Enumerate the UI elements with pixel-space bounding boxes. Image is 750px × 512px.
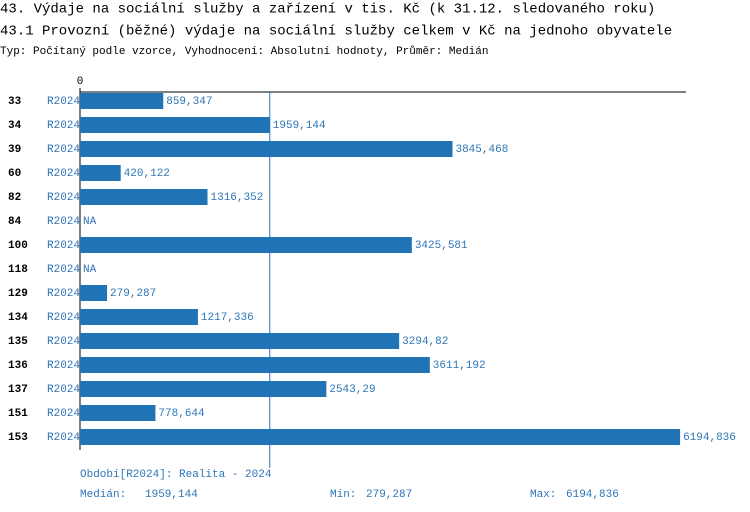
series-label: R2024 [47, 96, 80, 108]
series-label: R2024 [47, 360, 80, 372]
min-value: 279,287 [366, 489, 412, 501]
value-label: 420,122 [124, 168, 170, 180]
bar [80, 165, 121, 181]
series-label: R2024 [47, 288, 80, 300]
bar [80, 381, 327, 397]
value-label: 859,347 [166, 96, 212, 108]
value-label: 1316,352 [211, 192, 264, 204]
median-label: Medián: [80, 489, 126, 501]
series-label: R2024 [47, 120, 80, 132]
category-label: 118 [8, 264, 28, 276]
value-label: 3611,192 [433, 360, 486, 372]
category-label: 100 [8, 240, 28, 252]
chart-note: Typ: Počítaný podle vzorce, Vyhodnocení:… [0, 45, 488, 58]
category-label: 153 [8, 432, 28, 444]
bar [80, 429, 681, 445]
value-label: NA [83, 264, 97, 276]
value-label: 778,644 [158, 408, 205, 420]
bar [80, 285, 108, 301]
bar [80, 237, 412, 253]
value-label: 3845,468 [455, 144, 508, 156]
bar [80, 405, 156, 421]
category-label: 34 [8, 120, 22, 132]
series-label: R2024 [47, 336, 80, 348]
value-label: 2543,29 [329, 384, 375, 396]
bar [80, 141, 453, 157]
category-label: 136 [8, 360, 28, 372]
value-label: 1959,144 [273, 120, 326, 132]
median-value: 1959,144 [145, 489, 198, 501]
bar [80, 333, 400, 349]
value-label: 3425,581 [415, 240, 468, 252]
category-label: 60 [8, 168, 21, 180]
category-label: 134 [8, 312, 28, 324]
series-label: R2024 [47, 408, 80, 420]
series-label: R2024 [47, 432, 80, 444]
bar [80, 357, 430, 373]
series-label: R2024 [47, 240, 80, 252]
series-label: R2024 [47, 264, 80, 276]
value-label: 1217,336 [201, 312, 254, 324]
chart-subtitle: 43.1 Provozní (běžné) výdaje na sociální… [0, 24, 672, 40]
value-label: 3294,82 [402, 336, 448, 348]
bar [80, 117, 270, 133]
series-label: R2024 [47, 168, 80, 180]
bar [80, 309, 198, 325]
category-label: 33 [8, 96, 22, 108]
value-label: NA [83, 216, 97, 228]
value-label: 279,287 [110, 288, 156, 300]
category-label: 39 [8, 144, 21, 156]
period: Období[R2024]: Realita - 2024 [80, 469, 272, 481]
bar [80, 93, 164, 109]
series-label: R2024 [47, 216, 80, 228]
chart-title: 43. Výdaje na sociální služby a zařízení… [0, 2, 655, 18]
category-label: 82 [8, 192, 21, 204]
category-label: 84 [8, 216, 22, 228]
value-label: 6194,836 [683, 432, 736, 444]
series-label: R2024 [47, 192, 80, 204]
max-label: Max: [530, 489, 556, 501]
x-tick-label: 0 [77, 76, 84, 88]
series-label: R2024 [47, 144, 80, 156]
max-value: 6194,836 [566, 489, 619, 501]
series-label: R2024 [47, 312, 80, 324]
series-label: R2024 [47, 384, 80, 396]
min-label: Min: [330, 489, 356, 501]
bar [80, 189, 208, 205]
category-label: 135 [8, 336, 28, 348]
category-label: 137 [8, 384, 28, 396]
category-label: 129 [8, 288, 28, 300]
category-label: 151 [8, 408, 28, 420]
